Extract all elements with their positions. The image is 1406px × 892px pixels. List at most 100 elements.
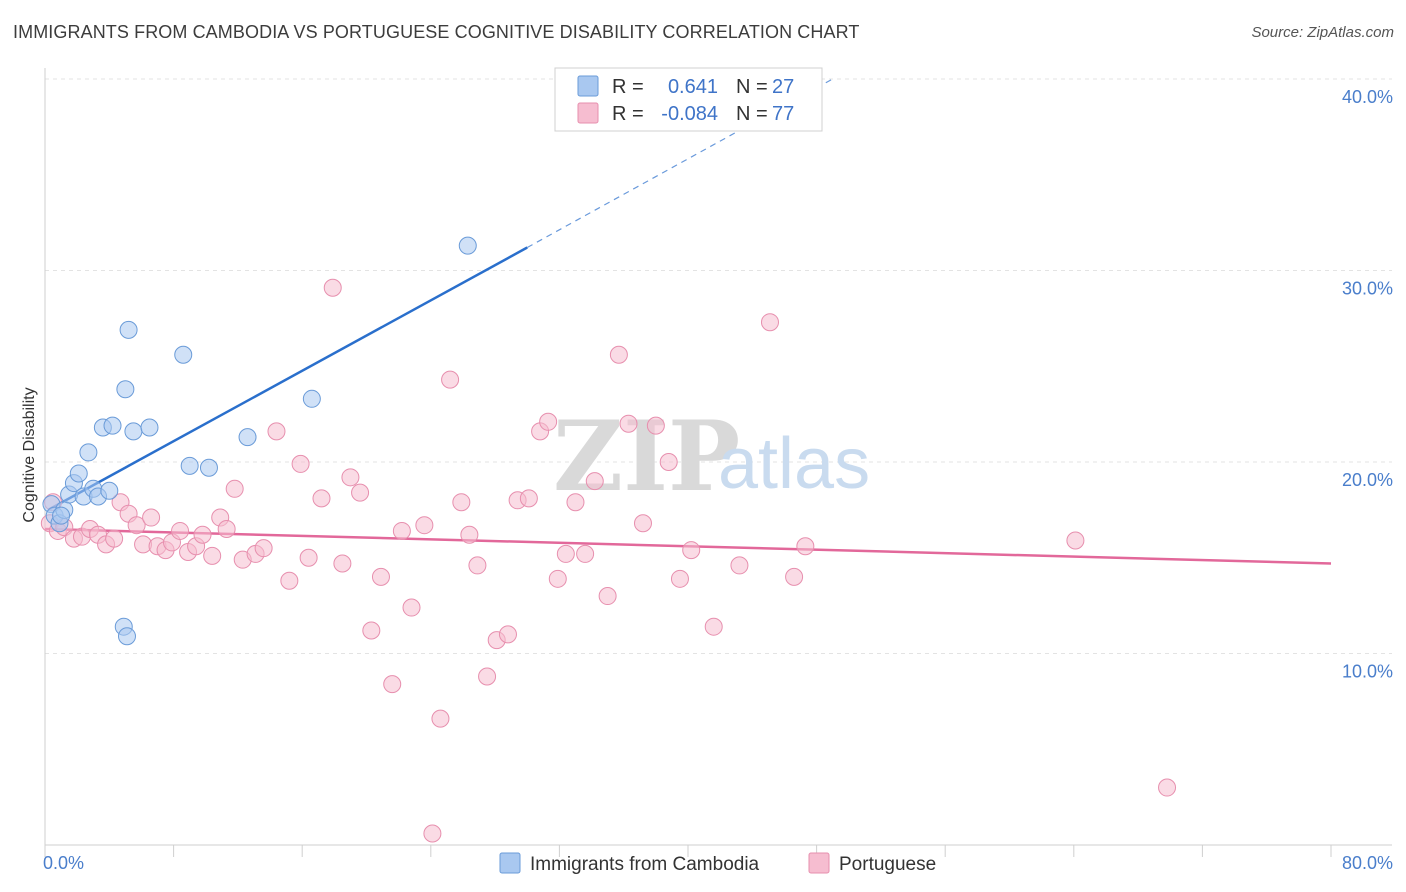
portuguese-point-28 [267, 422, 286, 441]
cambodia-point-26 [52, 506, 71, 525]
portuguese-point-30 [291, 454, 310, 473]
bottom-legend-label-cambodia: Immigrants from Cambodia [530, 854, 760, 875]
legend-swatch-portuguese [577, 102, 599, 124]
portuguese-point-56 [548, 569, 567, 588]
watermark-atlas: atlas [718, 424, 870, 504]
bottom-legend-swatch-cambodia [499, 852, 521, 874]
legend-r-value-cambodia: 0.641 [668, 76, 718, 98]
portuguese-point-55 [539, 412, 558, 431]
portuguese-point-65 [646, 416, 665, 435]
legend-n-label-portuguese: N = [736, 103, 768, 125]
portuguese-point-51 [498, 625, 517, 644]
bottom-legend: Immigrants from Cambodia Portuguese [499, 852, 936, 875]
cambodia-point-13 [103, 416, 122, 435]
portuguese-point-41 [402, 598, 421, 617]
portuguese-point-11 [127, 516, 146, 535]
x-tick-label-min: 0.0% [43, 853, 84, 873]
legend-r-value-portuguese: -0.084 [661, 103, 718, 125]
portuguese-point-43 [423, 824, 442, 843]
portuguese-point-58 [566, 493, 585, 512]
portuguese-point-34 [333, 554, 352, 573]
cambodia-point-15 [119, 320, 138, 339]
cambodia-point-17 [140, 418, 159, 437]
portuguese-point-74 [1066, 531, 1085, 550]
portuguese-point-64 [633, 514, 652, 533]
portuguese-point-31 [299, 548, 318, 567]
grid-lines [45, 78, 1392, 654]
y-tick-label-3: 40.0% [1342, 87, 1393, 107]
series-cambodia-points [42, 236, 477, 646]
portuguese-point-39 [383, 675, 402, 694]
portuguese-point-33 [323, 278, 342, 297]
legend-n-value-portuguese: 77 [772, 103, 794, 125]
portuguese-point-24 [225, 479, 244, 498]
legend-n-value-cambodia: 27 [772, 76, 794, 98]
portuguese-point-44 [431, 709, 450, 728]
portuguese-point-63 [619, 414, 638, 433]
portuguese-point-37 [362, 621, 381, 640]
portuguese-point-32 [312, 489, 331, 508]
y-tick-label-1: 20.0% [1342, 470, 1393, 490]
portuguese-point-67 [670, 569, 689, 588]
cambodia-point-23 [458, 236, 477, 255]
chart-title: IMMIGRANTS FROM CAMBODIA VS PORTUGUESE C… [13, 22, 860, 42]
legend-n-label-cambodia: N = [736, 76, 768, 98]
source-credit: Source: ZipAtlas.com [1251, 24, 1394, 41]
legend-r-label-portuguese: R = [612, 103, 644, 125]
watermark-zip: ZIP [553, 400, 740, 513]
portuguese-point-60 [585, 472, 604, 491]
portuguese-point-46 [452, 493, 471, 512]
cambodia-point-20 [199, 458, 218, 477]
portuguese-point-48 [468, 556, 487, 575]
y-tick-labels: 10.0% 20.0% 30.0% 40.0% [1342, 87, 1393, 682]
portuguese-point-47 [460, 525, 479, 544]
portuguese-point-75 [1158, 778, 1177, 797]
portuguese-point-62 [609, 345, 628, 364]
portuguese-point-71 [760, 313, 779, 332]
legend-swatch-cambodia [577, 75, 599, 97]
legend-box: R = 0.641 N = 27 R = -0.084 N = 77 [554, 67, 823, 132]
portuguese-point-66 [659, 453, 678, 471]
portuguese-point-27 [254, 539, 273, 558]
trend-line-cambodia [47, 246, 528, 511]
cambodia-point-12 [100, 481, 119, 500]
portuguese-point-49 [478, 667, 497, 686]
portuguese-point-13 [142, 508, 161, 527]
portuguese-point-73 [796, 537, 815, 556]
portuguese-point-70 [730, 556, 749, 575]
y-axis-label: Cognitive Disability [21, 387, 38, 522]
x-tick-label-max: 80.0% [1342, 853, 1393, 873]
portuguese-point-53 [519, 489, 538, 508]
portuguese-point-29 [280, 571, 299, 590]
portuguese-point-21 [203, 546, 222, 565]
portuguese-point-35 [341, 468, 360, 487]
y-tick-label-0: 10.0% [1342, 662, 1393, 682]
series-portuguese-points [40, 278, 1177, 843]
cambodia-point-8 [79, 443, 98, 462]
portuguese-point-57 [556, 544, 575, 563]
legend-r-label-cambodia: R = [612, 76, 644, 98]
portuguese-point-72 [785, 567, 804, 586]
portuguese-point-36 [351, 483, 370, 502]
portuguese-point-59 [576, 544, 595, 563]
cambodia-point-25 [117, 627, 136, 646]
portuguese-point-68 [682, 541, 701, 560]
y-tick-label-2: 30.0% [1342, 279, 1393, 299]
bottom-legend-label-portuguese: Portuguese [839, 854, 936, 875]
portuguese-point-38 [371, 567, 390, 586]
cambodia-point-19 [180, 456, 199, 475]
portuguese-point-69 [704, 617, 723, 636]
cambodia-point-6 [69, 464, 88, 483]
cambodia-point-16 [124, 422, 143, 441]
axes [44, 68, 1392, 857]
portuguese-point-23 [217, 520, 236, 539]
portuguese-point-8 [105, 529, 124, 548]
bottom-legend-swatch-portuguese [808, 852, 830, 874]
portuguese-point-40 [392, 521, 411, 540]
cambodia-point-22 [302, 389, 321, 408]
cambodia-point-21 [238, 428, 257, 447]
cambodia-point-14 [116, 380, 135, 399]
cambodia-point-18 [174, 345, 193, 364]
portuguese-point-42 [415, 516, 434, 535]
